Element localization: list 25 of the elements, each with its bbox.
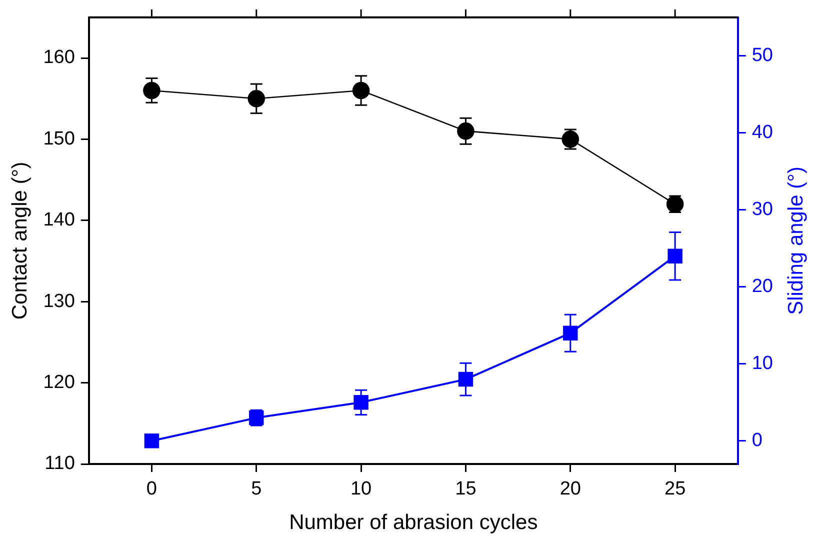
y2-tick-label: 10 <box>752 353 774 374</box>
x-tick-label: 25 <box>664 478 686 500</box>
point <box>668 248 682 264</box>
y2-axis-title: Sliding angle (°) <box>784 166 808 315</box>
x-tick-label: 20 <box>560 478 581 500</box>
y-tick-label: 110 <box>44 453 75 474</box>
y2-tick-label: 30 <box>752 199 774 220</box>
y-tick-label: 160 <box>43 47 75 68</box>
point <box>144 434 160 448</box>
y2-tick-label: 0 <box>752 430 762 452</box>
y-tick-label: 140 <box>43 210 75 231</box>
x-tick-label: 10 <box>350 478 372 500</box>
point <box>354 395 368 410</box>
x-tick-label: 5 <box>251 478 262 500</box>
y2-tick-label: 40 <box>752 122 774 144</box>
x-axis-title: Number of abrasion cycles <box>289 511 538 534</box>
y-axis-title: Contact angle (°) <box>8 162 32 320</box>
x-tick-label: 15 <box>455 478 476 500</box>
y2-tick-label: 20 <box>752 276 774 298</box>
y-tick-label: 150 <box>43 128 75 150</box>
y-tick-label: 130 <box>43 290 75 312</box>
y2-tick-label: 50 <box>752 45 774 66</box>
point <box>563 326 578 340</box>
x-tick-label: 0 <box>146 478 157 500</box>
y-tick-label: 120 <box>43 372 75 394</box>
